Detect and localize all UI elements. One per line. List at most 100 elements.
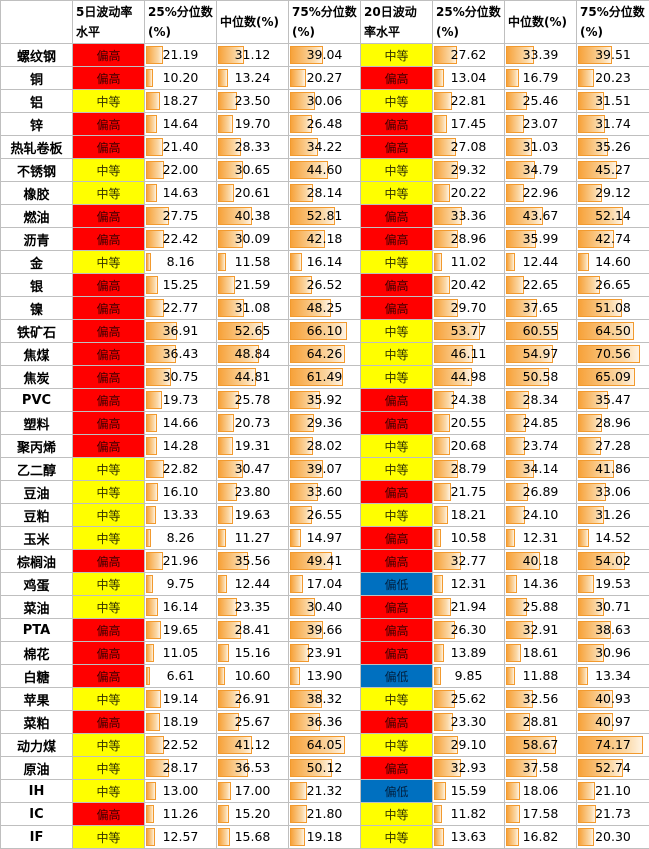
value-text: 14.97 xyxy=(289,527,360,549)
column-header: 中位数(%) xyxy=(505,1,577,44)
value-text: 36.53 xyxy=(217,757,288,779)
vol20-median: 25.46 xyxy=(505,90,577,113)
value-text: 14.66 xyxy=(145,412,216,434)
vol20-level: 偏高 xyxy=(361,136,433,159)
value-text: 19.63 xyxy=(217,504,288,526)
vol5-p75: 28.14 xyxy=(289,182,361,205)
vol5-p25: 11.26 xyxy=(145,803,217,826)
vol20-p75: 30.71 xyxy=(577,596,649,619)
vol5-level: 中等 xyxy=(73,596,145,619)
vol20-p75: 74.17 xyxy=(577,734,649,757)
vol5-p25: 13.00 xyxy=(145,780,217,803)
value-text: 11.82 xyxy=(433,803,504,825)
vol20-level: 偏高 xyxy=(361,412,433,435)
value-text: 35.99 xyxy=(505,228,576,250)
value-text: 54.97 xyxy=(505,343,576,365)
value-text: 22.52 xyxy=(145,734,216,756)
vol20-p25: 27.08 xyxy=(433,136,505,159)
value-text: 21.94 xyxy=(433,596,504,618)
vol5-median: 19.31 xyxy=(217,435,289,458)
value-text: 34.79 xyxy=(505,159,576,181)
vol5-level: 偏高 xyxy=(73,113,145,136)
vol20-median: 33.39 xyxy=(505,44,577,67)
vol20-p75: 42.74 xyxy=(577,228,649,251)
value-text: 45.27 xyxy=(577,159,649,181)
value-text: 21.19 xyxy=(145,44,216,66)
vol5-level: 中等 xyxy=(73,527,145,550)
value-text: 13.24 xyxy=(217,67,288,89)
vol5-level: 偏高 xyxy=(73,642,145,665)
value-text: 29.10 xyxy=(433,734,504,756)
vol20-level: 偏高 xyxy=(361,619,433,642)
value-text: 21.96 xyxy=(145,550,216,572)
commodity-name: 鸡蛋 xyxy=(1,573,73,596)
value-text: 26.48 xyxy=(289,113,360,135)
value-text: 16.10 xyxy=(145,481,216,503)
vol5-p25: 36.91 xyxy=(145,320,217,343)
value-text: 36.91 xyxy=(145,320,216,342)
value-text: 20.30 xyxy=(577,826,649,848)
vol20-level: 中等 xyxy=(361,320,433,343)
value-text: 13.04 xyxy=(433,67,504,89)
vol20-level: 偏高 xyxy=(361,711,433,734)
commodity-name: PTA xyxy=(1,619,73,642)
value-text: 44.81 xyxy=(217,366,288,388)
vol5-p25: 14.28 xyxy=(145,435,217,458)
value-text: 30.40 xyxy=(289,596,360,618)
value-text: 23.35 xyxy=(217,596,288,618)
vol20-p25: 53.77 xyxy=(433,320,505,343)
vol20-level: 中等 xyxy=(361,504,433,527)
vol20-median: 12.31 xyxy=(505,527,577,550)
value-text: 53.77 xyxy=(433,320,504,342)
vol5-p75: 28.02 xyxy=(289,435,361,458)
vol20-p25: 33.36 xyxy=(433,205,505,228)
value-text: 14.28 xyxy=(145,435,216,457)
vol5-level: 偏高 xyxy=(73,297,145,320)
value-text: 27.08 xyxy=(433,136,504,158)
vol5-median: 41.12 xyxy=(217,734,289,757)
value-text: 26.91 xyxy=(217,688,288,710)
commodity-name: 银 xyxy=(1,274,73,297)
value-text: 51.08 xyxy=(577,297,649,319)
value-text: 64.26 xyxy=(289,343,360,365)
vol5-median: 23.35 xyxy=(217,596,289,619)
value-text: 27.62 xyxy=(433,44,504,66)
vol5-median: 15.20 xyxy=(217,803,289,826)
vol5-level: 中等 xyxy=(73,504,145,527)
vol20-median: 11.88 xyxy=(505,665,577,688)
value-text: 64.05 xyxy=(289,734,360,756)
value-text: 52.65 xyxy=(217,320,288,342)
commodity-name: 原油 xyxy=(1,757,73,780)
value-text: 26.52 xyxy=(289,274,360,296)
value-text: 41.86 xyxy=(577,458,649,480)
vol5-p25: 18.19 xyxy=(145,711,217,734)
vol5-p75: 33.60 xyxy=(289,481,361,504)
column-header: 中位数(%) xyxy=(217,1,289,44)
vol20-median: 24.10 xyxy=(505,504,577,527)
value-text: 10.20 xyxy=(145,67,216,89)
value-text: 15.16 xyxy=(217,642,288,664)
vol20-level: 中等 xyxy=(361,159,433,182)
value-text: 42.74 xyxy=(577,228,649,250)
value-text: 61.49 xyxy=(289,366,360,388)
value-text: 38.32 xyxy=(289,688,360,710)
value-text: 25.78 xyxy=(217,389,288,411)
value-text: 31.03 xyxy=(505,136,576,158)
vol5-p75: 66.10 xyxy=(289,320,361,343)
vol20-median: 58.67 xyxy=(505,734,577,757)
vol20-level: 偏高 xyxy=(361,527,433,550)
vol5-median: 19.70 xyxy=(217,113,289,136)
value-text: 42.18 xyxy=(289,228,360,250)
commodity-name: 螺纹钢 xyxy=(1,44,73,67)
value-text: 28.41 xyxy=(217,619,288,641)
commodity-name: 菜粕 xyxy=(1,711,73,734)
vol20-p75: 70.56 xyxy=(577,343,649,366)
vol5-p75: 21.80 xyxy=(289,803,361,826)
value-text: 30.71 xyxy=(577,596,649,618)
vol5-median: 31.08 xyxy=(217,297,289,320)
vol20-p75: 28.96 xyxy=(577,412,649,435)
